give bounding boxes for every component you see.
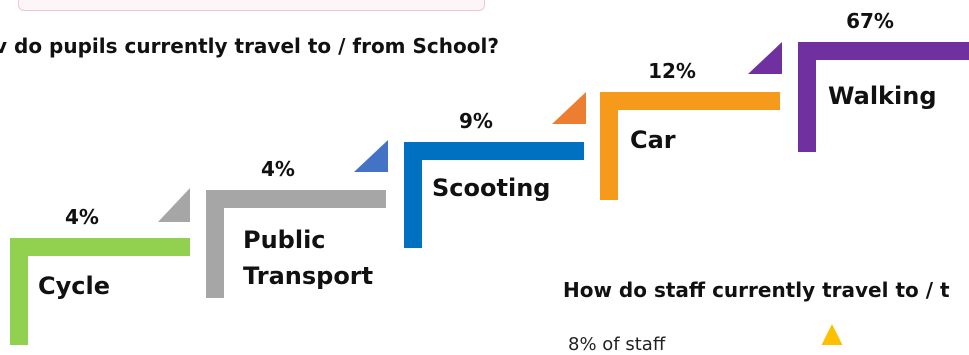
top-banner-box — [18, 0, 485, 11]
step-connector-triangle — [748, 42, 782, 74]
category-label: Walking — [828, 82, 937, 110]
step-connector-triangle — [552, 92, 586, 124]
category-label: Car — [630, 126, 676, 154]
step-bar — [404, 142, 584, 248]
travel-steps-chart: 4% Cycle 4% Public Transport 9% Scooting 12% Car… — [10, 9, 969, 345]
category-label: Cycle — [38, 272, 110, 300]
step-bar — [10, 238, 190, 345]
step-bar — [798, 42, 969, 152]
value-label: 4% — [261, 157, 295, 181]
step-connector-triangle — [158, 188, 190, 222]
category-label: Scooting — [432, 174, 550, 202]
step-car — [600, 92, 780, 200]
value-label: 4% — [65, 205, 99, 229]
staff-travel-question: How do staff currently travel to / t — [563, 278, 950, 302]
value-label: 9% — [459, 109, 493, 133]
staff-chart-triangle — [821, 324, 843, 345]
chart-title: v do pupils currently travel to / from S… — [0, 34, 499, 58]
value-label: 12% — [648, 59, 696, 83]
step-scooting — [404, 142, 584, 248]
step-public-transport — [206, 190, 386, 298]
value-label: 67% — [846, 9, 894, 33]
step-walking — [798, 42, 969, 152]
step-bar — [600, 92, 780, 200]
category-label: Transport — [243, 262, 373, 290]
step-bar — [206, 190, 386, 298]
step-cycle — [10, 238, 190, 345]
category-label: Public — [243, 226, 326, 254]
step-connector-triangle — [354, 140, 388, 172]
